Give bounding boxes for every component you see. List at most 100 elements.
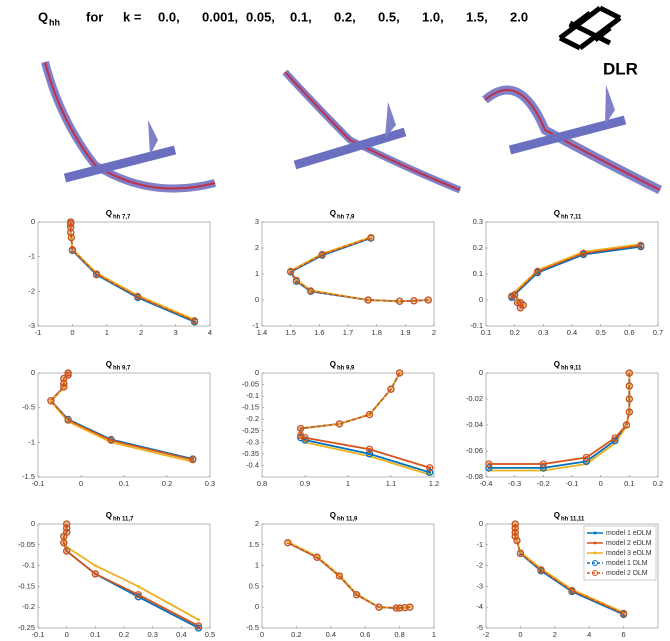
x-tick-label: 3: [174, 328, 178, 337]
plot-title-sub: hh 7,9: [337, 215, 355, 221]
header-k-value: 0.5,: [378, 9, 400, 24]
x-tick-label: -2: [483, 630, 490, 639]
wing: [285, 72, 460, 190]
aircraft-images: [45, 62, 660, 190]
x-tick-label: 1.1: [386, 479, 396, 488]
y-tick-label: 0.5: [249, 581, 259, 590]
y-tick-label: 0: [255, 368, 259, 377]
x-tick-label: 0.8: [257, 479, 267, 488]
x-tick-label: 0: [79, 479, 83, 488]
y-tick-label: -0.05: [18, 540, 35, 549]
x-tick-label: 0: [518, 630, 522, 639]
y-tick-label: -0.02: [466, 394, 483, 403]
y-tick-label: 0: [31, 519, 35, 528]
x-tick-label: 0.3: [538, 328, 548, 337]
plot-title-sub: hh 11,11: [561, 517, 585, 523]
header-k-value: 1.5,: [466, 9, 488, 24]
legend-label: model 1 eDLM: [606, 530, 652, 537]
header-k-value: 0.1,: [290, 9, 312, 24]
x-tick-label: 1.8: [371, 328, 381, 337]
header-k-value: 0.0,: [158, 9, 180, 24]
plot-area: [38, 222, 210, 326]
y-tick-label: 1: [255, 269, 259, 278]
y-tick-label: -1: [252, 321, 259, 330]
plot-title: Q: [330, 511, 336, 520]
x-tick-label: 1: [346, 479, 350, 488]
x-tick-label: 0.4: [567, 328, 577, 337]
header-k-label: k =: [123, 9, 142, 24]
plot-area: [486, 373, 658, 477]
header-k-value: 0.05,: [246, 9, 275, 24]
header-for: for: [86, 9, 103, 24]
y-tick-label: 3: [255, 217, 259, 226]
y-tick-label: 2: [255, 243, 259, 252]
x-tick-label: 0.6: [360, 630, 370, 639]
x-tick-label: 2: [139, 328, 143, 337]
plot-title: Q: [330, 209, 336, 218]
header-k-value: 1.0,: [422, 9, 444, 24]
header-k-value: 0.2,: [334, 9, 356, 24]
dlr-logo: DLR: [560, 8, 638, 78]
x-tick-label: 0.5: [205, 630, 215, 639]
y-tick-label: 0: [31, 368, 35, 377]
y-tick-label: -0.2: [22, 602, 35, 611]
x-tick-label: 0.4: [326, 630, 336, 639]
y-tick-label: 0: [479, 519, 483, 528]
y-tick-label: -0.4: [246, 460, 259, 469]
x-tick-label: 0.3: [205, 479, 215, 488]
x-tick-label: 1.7: [343, 328, 353, 337]
x-tick-label: 0.2: [162, 479, 172, 488]
x-tick-label: 0: [65, 630, 69, 639]
aircraft-2: [285, 72, 460, 190]
legend-marker: [594, 552, 597, 555]
x-tick-label: 4: [587, 630, 591, 639]
y-tick-label: -2: [28, 286, 35, 295]
y-tick-label: -1: [476, 540, 483, 549]
y-tick-label: -0.06: [466, 446, 483, 455]
plot-title-sub: hh 7,7: [113, 215, 131, 221]
y-tick-label: -0.04: [466, 420, 483, 429]
plot-title: Q: [330, 360, 336, 369]
x-tick-label: 0.5: [595, 328, 605, 337]
plot-title: Q: [554, 360, 560, 369]
x-tick-label: 0.4: [176, 630, 186, 639]
x-tick-label: 1.9: [400, 328, 410, 337]
legend-marker: [594, 532, 597, 535]
x-tick-label: 0.3: [147, 630, 157, 639]
x-tick-label: 6: [622, 630, 626, 639]
legend-label: model 2 eDLM: [606, 540, 652, 547]
legend-label: model 2 DLM: [606, 570, 648, 577]
x-tick-label: 2: [553, 630, 557, 639]
plot-area: [486, 222, 658, 326]
legend-label: model 3 eDLM: [606, 550, 652, 557]
y-tick-label: -0.5: [246, 623, 259, 632]
y-tick-label: -4: [476, 602, 483, 611]
y-tick-label: -0.05: [242, 380, 259, 389]
y-tick-label: -0.35: [242, 449, 259, 458]
point: [94, 564, 97, 567]
x-tick-label: 0: [70, 328, 74, 337]
x-tick-label: 0.2: [653, 479, 663, 488]
x-tick-label: 0.2: [509, 328, 519, 337]
x-tick-label: 0: [599, 479, 603, 488]
x-tick-label: 0: [260, 630, 264, 639]
y-tick-label: -0.25: [18, 623, 35, 632]
x-tick-label: 1.6: [314, 328, 324, 337]
plot-title-sub: hh 7,11: [561, 215, 582, 221]
legend-marker: [594, 542, 597, 545]
wing: [485, 90, 660, 190]
x-tick-label: 4: [208, 328, 212, 337]
legend-label: model 1 DLM: [606, 560, 648, 567]
tail: [148, 120, 158, 155]
y-tick-label: -3: [476, 581, 483, 590]
x-tick-label: 0.2: [119, 630, 129, 639]
x-tick-label: -0.1: [566, 479, 579, 488]
y-tick-label: 1: [255, 561, 259, 570]
plot-title: Q: [554, 511, 560, 520]
y-tick-label: -0.1: [470, 321, 483, 330]
plot-title: Q: [554, 209, 560, 218]
y-tick-label: -1.5: [22, 472, 35, 481]
x-tick-label: 1.5: [285, 328, 295, 337]
aircraft-1: [45, 62, 215, 189]
y-tick-label: -0.15: [18, 581, 35, 590]
